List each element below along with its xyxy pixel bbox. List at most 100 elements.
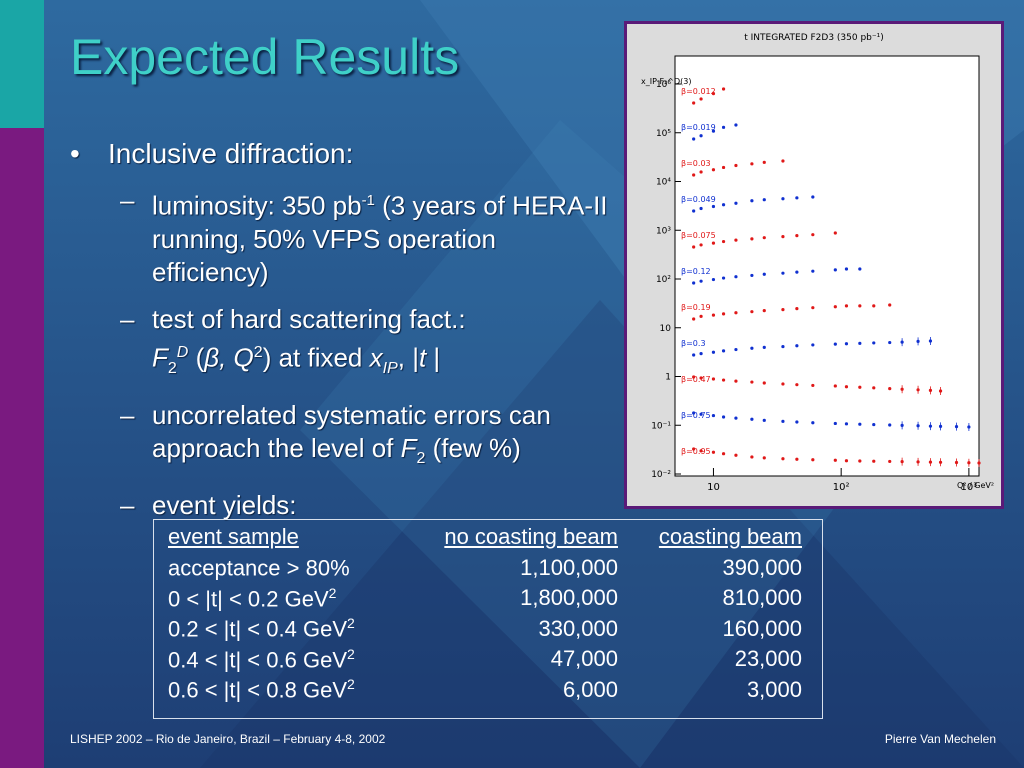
data-point xyxy=(833,384,837,388)
data-point xyxy=(781,235,785,239)
series-label: β=0.019 xyxy=(681,123,716,132)
y-tick-label: 1 xyxy=(665,373,671,383)
systematics-text: uncorrelated systematic errors can appro… xyxy=(152,399,551,467)
x-tick-label: 10 xyxy=(707,482,720,493)
data-point xyxy=(844,422,849,426)
row-no-coasting: 1,100,000 xyxy=(520,554,618,580)
header-no-coasting-beam: no coasting beam xyxy=(444,524,618,550)
data-point xyxy=(699,449,703,453)
footer-author: Pierre Van Mechelen xyxy=(884,732,996,746)
data-point xyxy=(750,417,754,421)
data-point xyxy=(844,342,849,346)
data-point xyxy=(699,170,703,174)
data-point xyxy=(795,457,799,461)
data-point xyxy=(721,203,726,207)
series-label: β=0.47 xyxy=(681,375,711,384)
data-point xyxy=(762,309,766,313)
slide-title: Expected Results xyxy=(70,29,460,85)
y-tick-label: 10⁻¹ xyxy=(651,421,671,431)
data-point xyxy=(762,160,766,164)
data-point xyxy=(699,376,703,380)
data-point xyxy=(750,273,754,278)
data-point xyxy=(795,344,799,348)
data-point xyxy=(750,199,754,203)
f2d3-plot: t INTEGRATED F2D3 (350 pb⁻¹) x_IP F₂^D(3)… xyxy=(641,33,994,493)
data-point xyxy=(750,380,754,384)
sub-bullet-factorisation: – test of hard scattering fact.: F2D (β, … xyxy=(120,303,610,385)
row-label: 0.2 < |t| < 0.4 GeV2 xyxy=(168,615,355,642)
yields-text: event yields: xyxy=(152,489,297,520)
data-point xyxy=(833,458,837,462)
y-tick-label: 10⁶ xyxy=(656,80,671,90)
data-point xyxy=(699,134,703,138)
data-point xyxy=(844,459,849,463)
data-point xyxy=(833,268,837,272)
data-point xyxy=(699,97,703,101)
data-point xyxy=(781,197,785,201)
row-no-coasting: 330,000 xyxy=(538,615,618,641)
data-point xyxy=(811,233,815,237)
data-point xyxy=(811,306,815,310)
data-point xyxy=(699,351,703,356)
data-point xyxy=(734,453,738,457)
event-yields-table-box: event sample no coasting beam coasting b… xyxy=(153,519,823,719)
data-point xyxy=(711,277,716,282)
data-point xyxy=(795,196,799,200)
data-point xyxy=(711,92,716,96)
row-coasting: 390,000 xyxy=(722,554,802,580)
data-point xyxy=(711,377,716,381)
table-row: 0.2 < |t| < 0.4 GeV2 330,000 160,000 xyxy=(168,614,802,645)
data-point xyxy=(795,234,799,238)
data-point xyxy=(721,349,726,353)
bullet-list: • Inclusive diffraction: – luminosity: 3… xyxy=(70,138,610,522)
table-row: 0 < |t| < 0.2 GeV2 1,800,000 810,000 xyxy=(168,583,802,614)
series-label: β=0.3 xyxy=(681,339,706,348)
series-label: β=0.19 xyxy=(681,303,711,312)
data-point xyxy=(734,201,738,205)
row-label: acceptance > 80% xyxy=(168,555,350,581)
data-point xyxy=(781,419,785,423)
dash: – xyxy=(120,303,135,334)
data-point xyxy=(811,383,815,388)
row-no-coasting: 47,000 xyxy=(550,646,618,672)
data-point xyxy=(734,238,738,242)
purple-accent-bar xyxy=(0,128,44,768)
x-tick-label: 10² xyxy=(833,482,850,493)
data-point xyxy=(833,342,837,346)
data-point xyxy=(844,385,849,389)
y-tick-label: 10 xyxy=(660,324,672,334)
data-point xyxy=(858,267,862,271)
data-point xyxy=(833,305,837,309)
row-label: 0.6 < |t| < 0.8 GeV2 xyxy=(168,676,355,703)
data-point xyxy=(721,276,726,280)
data-point xyxy=(872,459,876,463)
data-point xyxy=(692,209,696,213)
table-row: acceptance > 80% 1,100,000 390,000 xyxy=(168,553,802,584)
data-point xyxy=(721,415,726,419)
data-point xyxy=(833,421,837,426)
y-tick-label: 10⁻² xyxy=(651,470,671,480)
data-point xyxy=(872,386,876,390)
bullet-dot: • xyxy=(70,138,80,169)
series-label: β=0.95 xyxy=(681,447,711,456)
data-point xyxy=(888,423,892,427)
data-point xyxy=(750,237,754,241)
data-point xyxy=(811,269,815,273)
dash: – xyxy=(120,185,135,215)
data-point xyxy=(872,422,876,427)
series-label: β=0.075 xyxy=(681,231,716,240)
header-event-sample: event sample xyxy=(168,524,299,550)
dash: – xyxy=(120,489,135,520)
data-point xyxy=(811,343,815,347)
table-row: 0.6 < |t| < 0.8 GeV2 6,000 3,000 xyxy=(168,675,802,706)
data-point xyxy=(888,303,892,307)
data-point xyxy=(692,245,696,249)
data-point xyxy=(711,413,716,418)
plot-area xyxy=(674,55,980,477)
data-point xyxy=(762,456,766,460)
data-point xyxy=(781,344,785,349)
teal-accent-bar xyxy=(0,0,44,128)
data-point xyxy=(811,421,815,425)
series-label: β=0.03 xyxy=(681,159,711,168)
data-point xyxy=(795,420,799,424)
